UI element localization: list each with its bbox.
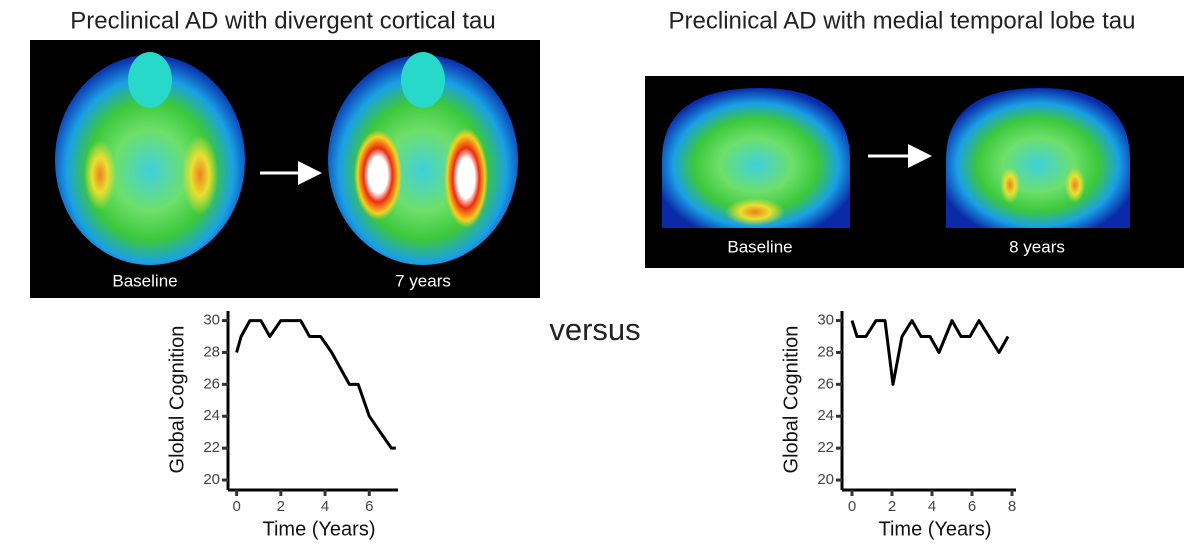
x-tick-label: 6 [968, 498, 976, 515]
panel-title: Preclinical AD with medial temporal lobe… [669, 7, 1136, 34]
y-tick-label: 26 [203, 375, 220, 392]
y-tick-label: 22 [203, 439, 220, 456]
y-tick-label: 20 [203, 471, 220, 488]
y-tick-label: 28 [203, 343, 220, 360]
x-tick-label: 0 [848, 498, 856, 515]
image-label: 8 years [1009, 237, 1065, 256]
x-axis-title: Time (Years) [263, 518, 376, 540]
y-axis-title: Global Cognition [166, 326, 188, 474]
x-tick-label: 0 [232, 498, 240, 515]
image-label: Baseline [112, 271, 177, 290]
y-tick-label: 22 [817, 439, 834, 456]
y-tick-label: 30 [817, 312, 834, 329]
image-label: 7 years [395, 271, 451, 290]
panel-title: Preclinical AD with divergent cortical t… [70, 7, 496, 34]
x-axis-title: Time (Years) [879, 518, 992, 540]
brain-image [55, 52, 245, 265]
y-tick-label: 20 [817, 471, 834, 488]
x-tick-label: 4 [321, 498, 329, 515]
x-tick-label: 2 [888, 498, 896, 515]
brain-image [328, 52, 518, 265]
brain-image [946, 88, 1130, 228]
brain-image [662, 88, 850, 228]
x-tick-label: 8 [1008, 498, 1016, 515]
y-tick-label: 30 [203, 312, 220, 329]
versus-label: versus [549, 312, 640, 347]
y-tick-label: 24 [203, 407, 220, 424]
data-line [235, 319, 396, 450]
y-tick-label: 24 [817, 407, 834, 424]
x-tick-label: 2 [277, 498, 285, 515]
data-line [850, 319, 1010, 386]
y-axis-title: Global Cognition [780, 326, 802, 474]
x-tick-label: 6 [365, 498, 373, 515]
y-tick-label: 28 [817, 343, 834, 360]
image-label: Baseline [727, 237, 792, 256]
y-tick-label: 26 [817, 375, 834, 392]
x-tick-label: 4 [928, 498, 936, 515]
